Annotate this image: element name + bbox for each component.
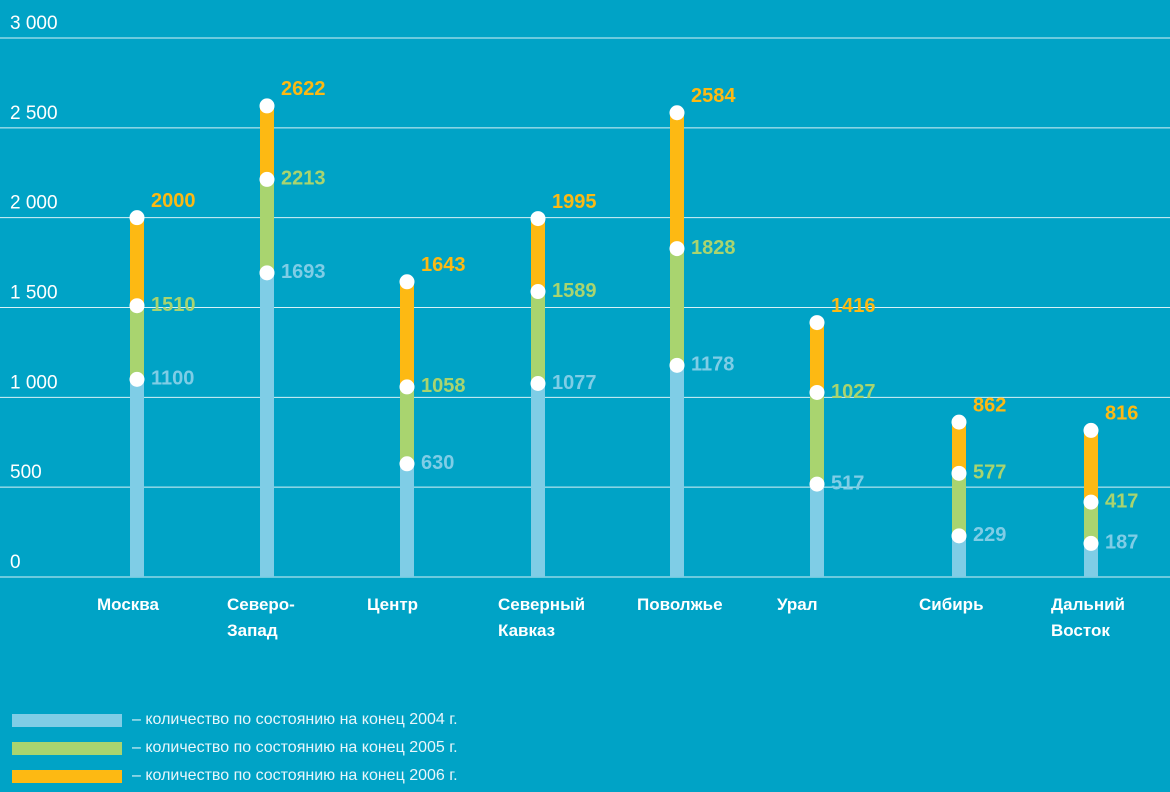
- y-tick-label: 3 000: [10, 13, 58, 34]
- point: [259, 171, 275, 187]
- y-tick-label: 2 500: [10, 103, 58, 124]
- point: [951, 465, 967, 481]
- point: [399, 274, 415, 290]
- data-label: 1178: [691, 354, 734, 376]
- data-label: 1589: [552, 280, 597, 302]
- x-tick-label: Дальний Восток: [1051, 595, 1125, 640]
- bar-segment: [952, 422, 966, 474]
- data-label: 1510: [151, 294, 196, 316]
- bar-segment: [952, 473, 966, 536]
- bar-segment: [1084, 430, 1098, 503]
- point: [530, 284, 546, 300]
- data-label: 417: [1105, 490, 1138, 512]
- x-tick-label: Сибирь: [919, 595, 984, 614]
- data-label: 1643: [421, 254, 466, 276]
- bar-segment: [531, 383, 545, 577]
- bar-segment: [670, 248, 684, 366]
- point: [259, 265, 275, 281]
- x-tick-label: Северный Кавказ: [498, 595, 586, 640]
- bar-segment: [400, 281, 414, 387]
- point: [809, 476, 825, 492]
- x-tick-label: Центр: [367, 595, 419, 614]
- point: [129, 371, 145, 387]
- data-label: 2213: [281, 168, 326, 190]
- y-tick-label: 1 500: [10, 283, 58, 304]
- bar-segment: [810, 392, 824, 485]
- bar-segment: [1084, 502, 1098, 544]
- data-label: 187: [1105, 532, 1138, 554]
- x-tick-label: Северо- Запад: [227, 595, 295, 640]
- point: [1083, 422, 1099, 438]
- point: [399, 379, 415, 395]
- data-label: 229: [973, 524, 1006, 546]
- data-label: 1027: [831, 381, 876, 403]
- data-label: 630: [421, 452, 454, 474]
- bar-segment: [130, 305, 144, 380]
- data-label: 1058: [421, 375, 466, 397]
- bar-segment: [531, 291, 545, 384]
- point: [530, 211, 546, 227]
- data-label: 2622: [281, 78, 326, 100]
- bar-segment: [952, 535, 966, 577]
- bar-segment: [1084, 543, 1098, 577]
- bar-segment: [260, 105, 274, 180]
- point: [530, 375, 546, 391]
- legend-swatch: [12, 770, 122, 783]
- point: [669, 105, 685, 121]
- bar-segment: [531, 218, 545, 292]
- data-label: 1100: [151, 368, 194, 390]
- bar-segment: [260, 179, 274, 273]
- legend-label: – количество по состоянию на конец 2006 …: [132, 767, 458, 784]
- point: [129, 298, 145, 314]
- bar-segment: [400, 386, 414, 464]
- point: [399, 456, 415, 472]
- bar-segment: [130, 379, 144, 577]
- legend-swatch: [12, 714, 122, 727]
- data-label: 577: [973, 462, 1006, 484]
- point: [809, 384, 825, 400]
- point: [669, 241, 685, 257]
- point: [951, 414, 967, 430]
- bar-segment: [260, 272, 274, 577]
- legend-label: – количество по состоянию на конец 2004 …: [132, 711, 458, 728]
- y-tick-label: 500: [10, 462, 42, 483]
- x-tick-label: Москва: [97, 595, 159, 614]
- y-tick-label: 0: [10, 552, 21, 573]
- data-label: 1077: [552, 372, 597, 394]
- data-label: 1995: [552, 191, 597, 213]
- x-tick-label: Поволжье: [637, 595, 723, 614]
- point: [951, 528, 967, 544]
- point: [1083, 535, 1099, 551]
- data-label: 1828: [691, 237, 736, 259]
- x-tick-label: Урал: [777, 595, 818, 614]
- point: [259, 98, 275, 114]
- data-label: 1693: [281, 261, 326, 283]
- data-label: 816: [1105, 403, 1138, 425]
- data-label: 517: [831, 472, 864, 494]
- point: [809, 315, 825, 331]
- data-label: 2584: [691, 85, 736, 107]
- bar-segment: [810, 322, 824, 393]
- bar-segment: [670, 365, 684, 577]
- bar-segment: [130, 217, 144, 306]
- legend-label: – количество по состоянию на конец 2005 …: [132, 739, 458, 756]
- data-label: 862: [973, 394, 1006, 416]
- bar-segment: [810, 484, 824, 577]
- bar-segment: [670, 112, 684, 249]
- point: [1083, 494, 1099, 510]
- y-tick-label: 2 000: [10, 193, 58, 214]
- bar-segment: [400, 463, 414, 577]
- point: [129, 210, 145, 226]
- point: [669, 357, 685, 373]
- data-label: 1416: [831, 295, 876, 317]
- legend-swatch: [12, 742, 122, 755]
- y-tick-label: 1 000: [10, 372, 58, 393]
- data-label: 2000: [151, 190, 196, 212]
